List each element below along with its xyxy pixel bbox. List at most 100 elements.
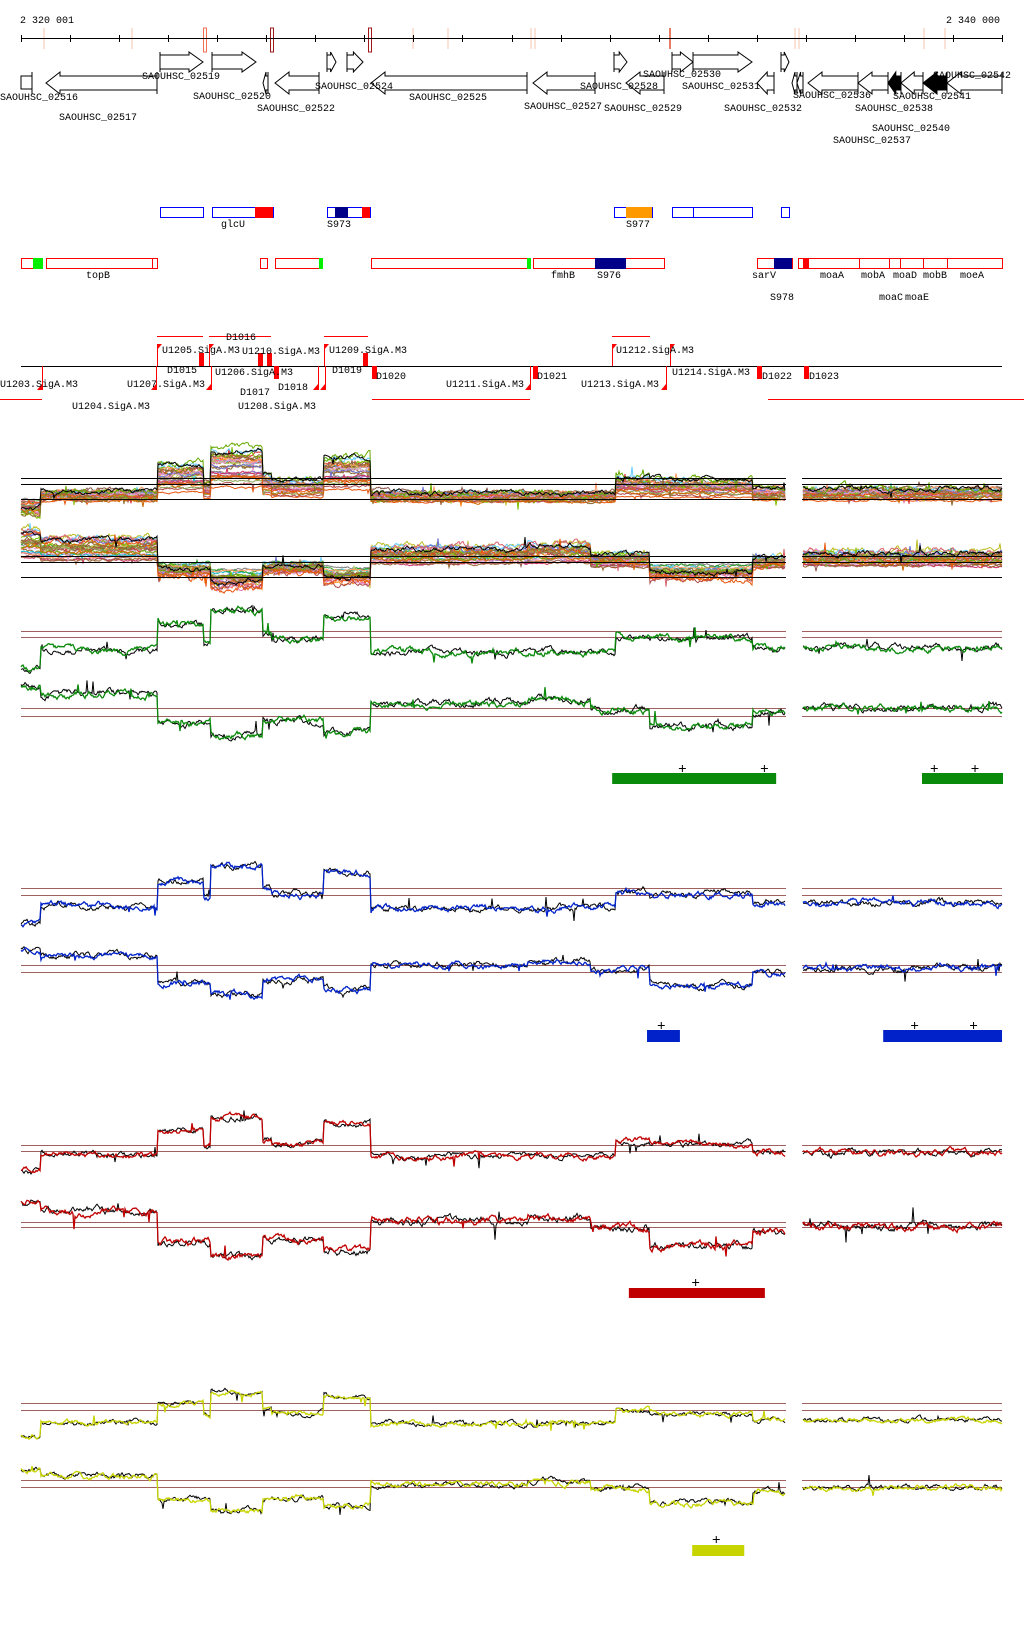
promoter-label: U1204.SigA.M3 [72, 401, 150, 413]
promoter-label: U1206.SigA.M3 [215, 367, 293, 379]
expression-panel-green [20, 604, 1003, 784]
gene-arrow-reverse [274, 70, 320, 96]
feature-fill [319, 258, 323, 269]
gene-label: SAOUHSC_02538 [855, 104, 933, 115]
replicate-line-black [20, 680, 1003, 742]
feature-box [46, 258, 158, 269]
promoter-flag [37, 384, 42, 390]
gene-arrow-reverse [946, 70, 1003, 96]
sample-line [20, 447, 1003, 514]
gene-box [20, 75, 33, 90]
replicate-line-black [20, 1110, 1003, 1175]
promoter-flag [313, 384, 318, 390]
terminator-label: D1023 [809, 372, 839, 383]
feature-label: S973 [327, 220, 351, 231]
gene-label: SAOUHSC_02530 [643, 70, 721, 81]
promoter-label: U1205.SigA.M3 [162, 345, 240, 357]
gene-label: SAOUHSC_02540 [872, 124, 950, 135]
replicate-line-green [20, 684, 1003, 741]
ruler-highlight-mark [270, 27, 274, 53]
gene-label: SAOUHSC_02541 [893, 92, 971, 103]
gene-label: SAOUHSC_02542 [933, 71, 1011, 82]
replicate-line-black [20, 604, 1003, 675]
replicate-line-yellow [20, 1389, 1003, 1441]
feature-label: S978 [770, 293, 794, 304]
significant-region-bar [921, 773, 1003, 784]
gene-label: SAOUHSC_02517 [59, 113, 137, 124]
sample-line-black [20, 530, 1003, 587]
gene-track [20, 50, 1003, 96]
gene-arrow-forward [780, 51, 790, 73]
terminator-marker [372, 366, 377, 379]
gene-arrow-forward [613, 50, 628, 74]
promoter-flag [157, 344, 162, 350]
plus-marker [657, 1022, 665, 1029]
gene-arrow-forward [326, 51, 337, 73]
terminator-marker [757, 366, 762, 379]
feature-box [327, 207, 371, 218]
terminator-label: D1017 [240, 388, 270, 399]
promoter-label: U1203.SigA.M3 [0, 379, 78, 391]
gene-arrow-reverse [857, 70, 889, 96]
terminator-marker [258, 353, 263, 366]
replicate-line-red [20, 1199, 1003, 1262]
gene-label: SAOUHSC_02529 [604, 104, 682, 115]
plus-marker [692, 1279, 700, 1286]
gene-label: SAOUHSC_02520 [193, 92, 271, 103]
gene-arrow-reverse [370, 70, 528, 96]
promoter-flag [661, 384, 666, 390]
feature-fill [255, 207, 273, 218]
replicate-line-red [20, 1111, 1003, 1174]
gene-arrow-forward [671, 50, 694, 74]
terminator-marker [267, 353, 272, 366]
replicate-line-yellow [20, 1465, 1003, 1515]
promoter-flag [324, 344, 329, 350]
gene-arrow-forward [346, 50, 364, 74]
promoter-label: U1209.SigA.M3 [329, 345, 407, 357]
significant-region-bar [692, 1545, 745, 1556]
feature-label: glcU [221, 219, 245, 231]
feature-label: sarV [752, 271, 776, 282]
terminator-label: D1015 [167, 366, 197, 377]
feature-box [781, 207, 790, 218]
plus-marker [970, 1022, 978, 1029]
sample-line-black [20, 447, 1003, 511]
feature-track [21, 207, 1003, 269]
gene-arrow-reverse [45, 70, 158, 96]
terminator-label: D1018 [278, 383, 308, 394]
feature-fill [774, 258, 792, 269]
gene-label: SAOUHSC_02531 [682, 82, 760, 93]
expression-panel-red [20, 1110, 1003, 1298]
replicate-line-black [20, 860, 1003, 928]
promoter-label: U1208.SigA.M3 [238, 401, 316, 413]
feature-box [672, 207, 753, 218]
gene-arrow-reverse [756, 70, 775, 96]
promoter-label: U1210.SigA.M3 [242, 346, 320, 358]
sample-line [20, 530, 1003, 595]
plus-marker [911, 1022, 919, 1029]
promoter-label: U1207.SigA.M3 [127, 379, 205, 391]
multi-sample-panel-sense [20, 441, 1003, 520]
terminator-marker [274, 366, 279, 379]
gene-arrow-reverse [900, 70, 924, 96]
promoter-label: U1214.SigA.M3 [672, 367, 750, 379]
feature-label: mobA [861, 270, 885, 282]
feature-fill [335, 207, 348, 218]
feature-fill [527, 258, 531, 269]
plus-marker [760, 765, 768, 772]
replicate-line-black [20, 1199, 1003, 1261]
feature-fill [362, 207, 370, 218]
terminator-marker [533, 366, 538, 379]
plus-marker [712, 1536, 720, 1543]
sample-line [20, 536, 1003, 583]
gene-label: SAOUHSC_02524 [315, 82, 393, 93]
feature-label: mobB [923, 270, 947, 282]
gene-label: SAOUHSC_02519 [142, 72, 220, 83]
terminator-label: D1016 [226, 333, 256, 344]
replicate-line-black [20, 1387, 1002, 1440]
feature-fill [626, 207, 652, 218]
feature-label: topB [86, 271, 110, 282]
feature-fill [595, 258, 626, 269]
feature-label: S976 [597, 271, 621, 282]
promoter-flag [670, 344, 675, 350]
